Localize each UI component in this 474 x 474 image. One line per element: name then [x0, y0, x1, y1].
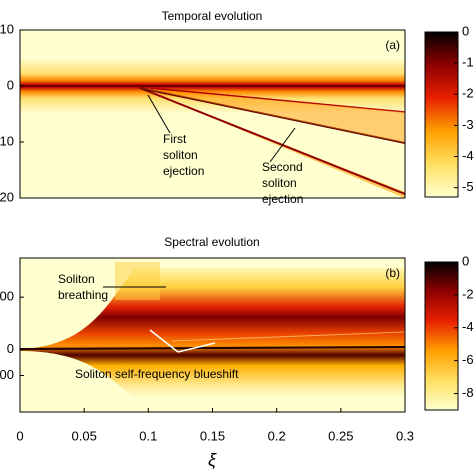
axes-frame [19, 29, 406, 199]
colorbar-tick-label: -6 [462, 352, 474, 367]
heatmap-art [19, 30, 406, 412]
panel-title: Spectral evolution [164, 235, 259, 249]
panel-label: (a) [385, 38, 400, 52]
y-tick-label: -10 [0, 133, 14, 148]
annotation: soliton [163, 148, 198, 162]
colorbar [424, 261, 459, 411]
y-tick-label: -1000 [0, 367, 14, 382]
y-tick-label: 0 [7, 77, 14, 92]
colorbar-tick-label: -2 [462, 286, 474, 301]
colorbar-tick-label: 0 [462, 253, 469, 268]
breathing-region [115, 262, 160, 300]
x-tick-label: 0.25 [328, 428, 353, 443]
y-tick-label: 10 [0, 21, 14, 36]
annotation: soliton [262, 176, 297, 190]
x-tick-label: 0 [16, 428, 23, 443]
annotation: ejection [262, 192, 303, 206]
colorbar-tick-label: -4 [462, 319, 474, 334]
annotation: Soliton self-frequency blueshift [75, 367, 239, 381]
colorbar-tick-label: 0 [462, 23, 469, 38]
x-tick-label: 0.1 [139, 428, 157, 443]
colorbar-tick-label: -1 [462, 55, 474, 70]
y-tick-label: 0 [7, 341, 14, 356]
annotation: breathing [58, 288, 108, 302]
y-tick-label: 2000 [0, 289, 14, 304]
colorbar-tick-label: -4 [462, 148, 474, 163]
colorbar-tick-label: -3 [462, 117, 474, 132]
soliton-trajectory [139, 87, 406, 195]
x-tick-label: 0.2 [268, 428, 286, 443]
ejection-fan [140, 88, 405, 143]
panel-label: (b) [385, 266, 400, 280]
heatmap-band [20, 58, 405, 114]
annotation: First [163, 132, 187, 146]
annotation-pointers [103, 94, 296, 353]
colorbar-tick-label: -8 [462, 385, 474, 400]
annotation: ejection [163, 164, 204, 178]
colorbar [424, 31, 459, 198]
soliton-trajectory [149, 87, 406, 113]
panel-title: Temporal evolution [162, 9, 263, 23]
x-tick-label: 0.05 [72, 428, 97, 443]
annotation: Second [262, 160, 303, 174]
spectral-fringe [171, 331, 406, 342]
x-tick-label: 0.15 [200, 428, 225, 443]
y-tick-label: -20 [0, 189, 14, 204]
colorbar-tick-label: -5 [462, 179, 474, 194]
annotation: Soliton [58, 272, 95, 286]
spectral-band [20, 268, 405, 398]
x-tick-label: 0.3 [396, 428, 414, 443]
pump-line [19, 346, 406, 350]
colorbar-tick-label: -2 [462, 86, 474, 101]
x-axis-label: ξ [208, 450, 217, 470]
soliton-trajectory [139, 87, 406, 144]
